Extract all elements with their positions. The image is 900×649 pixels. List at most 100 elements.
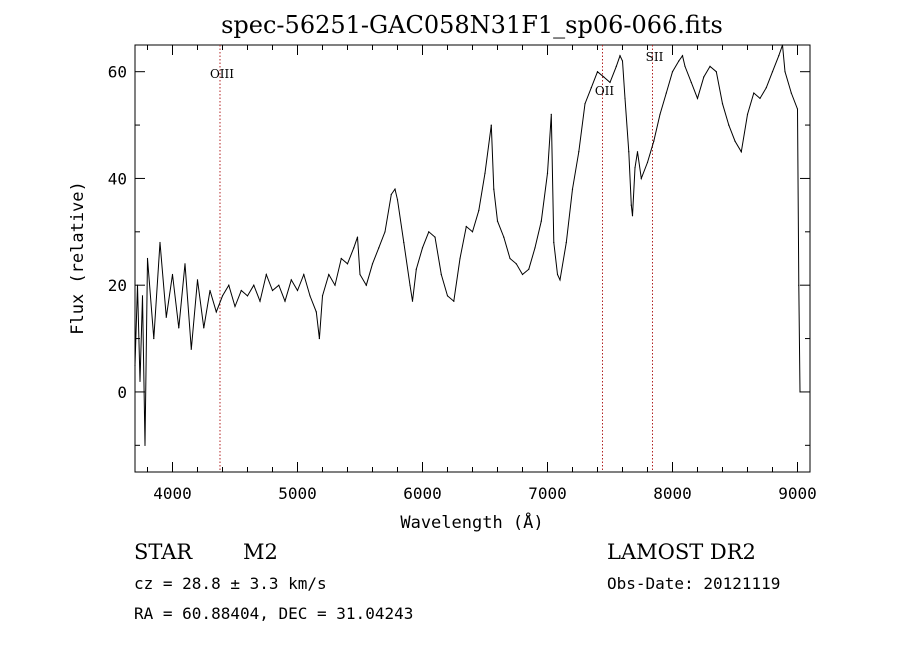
spectrum-point <box>578 151 580 153</box>
spectrum-point <box>346 263 349 265</box>
spectrum-point <box>209 289 211 292</box>
reference-line-label: OIII <box>210 67 234 81</box>
spectrum-point <box>659 113 661 115</box>
spectrum-point <box>371 263 374 265</box>
spectrum-point <box>534 247 536 249</box>
spectrum-point <box>215 311 217 313</box>
spectrum-point <box>378 247 380 249</box>
spectrum-point <box>540 220 542 222</box>
spectrum-point <box>356 236 359 238</box>
spectrum-point <box>559 279 561 281</box>
spectrum-point <box>353 247 355 249</box>
spectrum-point <box>478 209 480 212</box>
spectrum-line <box>134 44 801 446</box>
spectrum-point <box>734 140 736 142</box>
spectrum-point <box>631 215 634 217</box>
spectrum-point <box>453 300 455 302</box>
spectrum-point <box>634 167 636 169</box>
spectrum-point <box>184 263 186 265</box>
y-tick-label: 0 <box>117 383 127 402</box>
observation-date: Obs-Date: 20121119 <box>607 574 780 593</box>
spectrum-point <box>234 305 236 308</box>
spectrum-point <box>284 300 286 302</box>
spectrum-point <box>490 124 492 126</box>
spectrum-point <box>315 311 317 313</box>
spectrum-point <box>253 284 255 286</box>
spectrum-point <box>609 81 611 83</box>
spectrum-point <box>144 444 146 446</box>
spectrum-point <box>384 231 386 233</box>
spectrum-point <box>790 92 792 94</box>
spectrum-point <box>434 236 436 238</box>
spectrum-point <box>446 295 449 297</box>
spectrum-point <box>328 273 330 276</box>
spectrum-point <box>615 65 617 67</box>
redshift-cz: cz = 28.8 ± 3.3 km/s <box>134 574 327 593</box>
spectrum-point <box>784 71 786 73</box>
spectrum-point <box>565 241 567 244</box>
spectrum-point <box>798 284 800 286</box>
spectrum-point <box>799 391 801 393</box>
spectrum-point <box>690 81 692 83</box>
spectrum-point <box>528 268 530 270</box>
spectrum-point <box>715 71 717 73</box>
spectrum-point <box>359 273 361 276</box>
spectrum-point <box>390 193 392 196</box>
subclass: M2 <box>243 540 278 564</box>
spectrum-point <box>415 268 417 270</box>
spectrum-point <box>653 140 655 142</box>
spectrum-point <box>621 60 624 62</box>
spectrum-point <box>721 103 724 105</box>
spectrum-point <box>509 257 511 260</box>
spectrum-point <box>515 263 517 265</box>
spectrum-point <box>709 65 711 67</box>
spectrum-point <box>728 124 730 126</box>
spectrum-point <box>571 188 574 190</box>
coordinates: RA = 60.88404, DEC = 31.04243 <box>134 604 413 623</box>
x-tick-label: 5000 <box>278 484 317 503</box>
spectrum-point <box>496 220 499 222</box>
spectrum-point <box>178 327 180 329</box>
spectrum-point <box>240 289 242 292</box>
spectrum-point <box>146 257 149 260</box>
spectrum-point <box>459 257 461 260</box>
spectrum-point <box>394 188 396 190</box>
spectrum-point <box>409 284 411 286</box>
spectrum-point <box>678 60 680 62</box>
x-tick-label: 4000 <box>153 484 192 503</box>
chart-title: spec-56251-GAC058N31F1_sp06-066.fits <box>221 11 723 39</box>
spectrum-point <box>681 55 684 57</box>
survey-name: LAMOST DR2 <box>607 540 756 564</box>
spectrum-point <box>740 151 742 153</box>
spectrum-point <box>636 151 639 153</box>
spectrum-point <box>203 327 205 329</box>
spectrum-point <box>421 247 424 249</box>
spectrum-point <box>334 284 336 286</box>
spectrum-point <box>584 103 586 105</box>
spectrum-point <box>139 380 141 382</box>
plot-area: 4000 5000 6000 7000 8000 9000 0 20 40 60 OIII OII SI… <box>108 44 817 503</box>
spectrum-point <box>396 199 399 201</box>
spectrum-point <box>318 337 320 340</box>
spectrum-point <box>465 225 467 228</box>
spectrum-point <box>340 257 342 260</box>
spectrum-point <box>403 241 405 244</box>
spectrum-point <box>628 151 630 153</box>
spectrum-point <box>596 71 599 73</box>
spectrum-point <box>759 97 761 99</box>
spectrum-point <box>703 76 705 78</box>
spectrum-point <box>753 92 755 94</box>
reference-line-label: SII <box>646 50 664 64</box>
spectrum-point <box>781 44 784 46</box>
object-type: STAR <box>134 540 193 564</box>
spectrum-point <box>778 55 780 57</box>
spectrum-point <box>309 295 311 297</box>
spectrum-point <box>159 241 161 244</box>
spectrum-point <box>136 284 139 286</box>
spectrum-point <box>411 300 414 302</box>
spectrum-point <box>484 172 486 174</box>
y-axis-label: Flux (relative) <box>68 181 88 335</box>
spectrum-point <box>696 97 699 99</box>
y-tick-label: 40 <box>108 169 127 188</box>
spectrum-point <box>765 87 767 89</box>
